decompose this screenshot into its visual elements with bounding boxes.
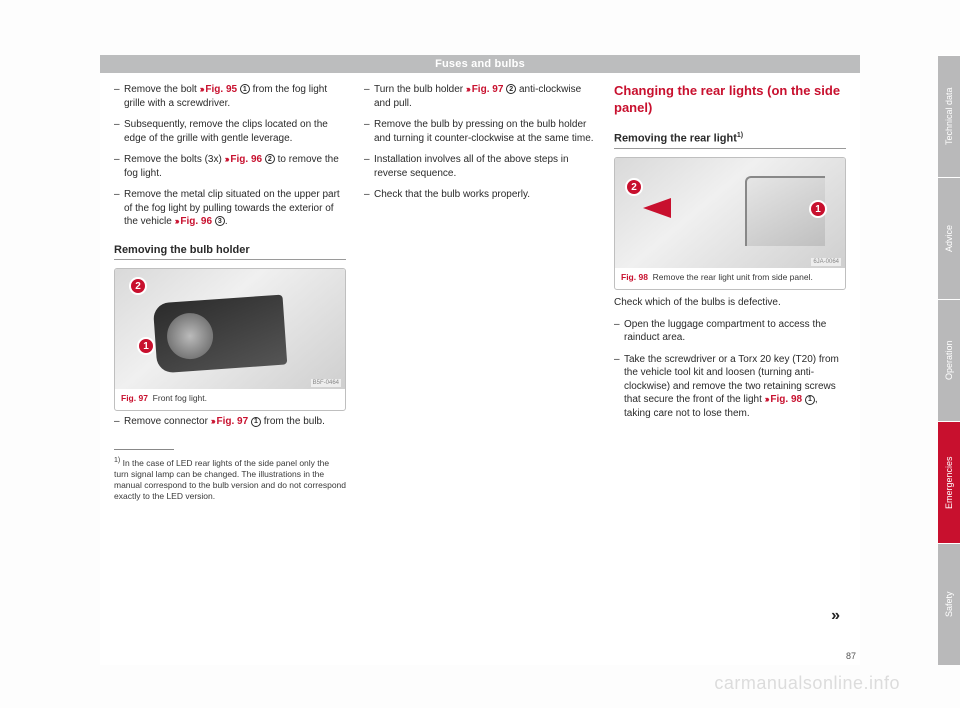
arrow-icon — [643, 198, 671, 218]
foglight-shape — [153, 295, 288, 374]
watermark: carmanualsonline.info — [714, 673, 900, 694]
item-text: Check that the bulb works properly. — [374, 188, 596, 202]
item-text: Remove the bolt ››› Fig. 95 1 from the f… — [124, 83, 346, 110]
figure-98: 2 1 6JA-0064 Fig. 98 Remove the rear lig… — [614, 157, 846, 290]
list-item: – Take the screwdriver or a Torx 20 key … — [614, 353, 846, 421]
column-1: – Remove the bolt ››› Fig. 95 1 from the… — [114, 83, 346, 502]
list-item: – Remove the metal clip situated on the … — [114, 188, 346, 229]
section-header: Fuses and bulbs — [100, 55, 860, 73]
bullet-dash: – — [114, 153, 124, 180]
subheading: Removing the rear light1) — [614, 131, 846, 150]
column-2: – Turn the bulb holder ››› Fig. 97 2 ant… — [364, 83, 596, 502]
figure-97-image: 2 1 B5F-0464 — [115, 269, 345, 389]
page: Fuses and bulbs – Remove the bolt ››› Fi… — [100, 55, 860, 665]
list-item: – Installation involves all of the above… — [364, 153, 596, 180]
figure-98-image: 2 1 6JA-0064 — [615, 158, 845, 268]
bullet-dash: – — [364, 118, 374, 145]
bullet-dash: – — [114, 415, 124, 429]
list-item: – Turn the bulb holder ››› Fig. 97 2 ant… — [364, 83, 596, 110]
image-code: 6JA-0064 — [811, 258, 841, 266]
bullet-dash: – — [364, 153, 374, 180]
bullet-dash: – — [114, 188, 124, 229]
footnote-separator — [114, 449, 174, 450]
footnote: 1) In the case of LED rear lights of the… — [114, 456, 346, 502]
item-text: Remove connector ››› Fig. 97 1 from the … — [124, 415, 346, 429]
item-text: Turn the bulb holder ››› Fig. 97 2 anti-… — [374, 83, 596, 110]
section-title: Changing the rear lights (on the side pa… — [614, 83, 846, 117]
continue-marker: » — [831, 607, 840, 625]
list-item: – Remove connector ››› Fig. 97 1 from th… — [114, 415, 346, 429]
tab-operation[interactable]: Operation — [938, 299, 960, 421]
marker-2: 2 — [625, 178, 643, 196]
item-text: Subsequently, remove the clips located o… — [124, 118, 346, 145]
tab-safety[interactable]: Safety — [938, 543, 960, 665]
bullet-dash: – — [364, 83, 374, 110]
image-code: B5F-0464 — [311, 379, 341, 387]
plain-text: Check which of the bulbs is defective. — [614, 296, 846, 310]
bullet-dash: – — [364, 188, 374, 202]
tab-emergencies[interactable]: Emergencies — [938, 421, 960, 543]
marker-1: 1 — [137, 337, 155, 355]
item-text: Remove the bolts (3x) ››› Fig. 96 2 to r… — [124, 153, 346, 180]
page-number: 87 — [846, 651, 856, 661]
figure-98-caption: Fig. 98 Remove the rear light unit from … — [615, 268, 845, 289]
content-columns: – Remove the bolt ››› Fig. 95 1 from the… — [100, 73, 860, 502]
bullet-dash: – — [114, 83, 124, 110]
item-text: Installation involves all of the above s… — [374, 153, 596, 180]
list-item: – Remove the bolts (3x) ››› Fig. 96 2 to… — [114, 153, 346, 180]
subheading: Removing the bulb holder — [114, 243, 346, 261]
figure-97-caption: Fig. 97 Front fog light. — [115, 389, 345, 410]
bullet-dash: – — [114, 118, 124, 145]
tab-technical-data[interactable]: Technical data — [938, 55, 960, 177]
list-item: – Remove the bulb by pressing on the bul… — [364, 118, 596, 145]
item-text: Take the screwdriver or a Torx 20 key (T… — [624, 353, 846, 421]
item-text: Remove the bulb by pressing on the bulb … — [374, 118, 596, 145]
bullet-dash: – — [614, 353, 624, 421]
list-item: – Open the luggage compartment to access… — [614, 318, 846, 345]
marker-2: 2 — [129, 277, 147, 295]
bullet-dash: – — [614, 318, 624, 345]
figure-97: 2 1 B5F-0464 Fig. 97 Front fog light. — [114, 268, 346, 411]
column-3: Changing the rear lights (on the side pa… — [614, 83, 846, 502]
item-text: Open the luggage compartment to access t… — [624, 318, 846, 345]
tab-advice[interactable]: Advice — [938, 177, 960, 299]
list-item: – Check that the bulb works properly. — [364, 188, 596, 202]
list-item: – Subsequently, remove the clips located… — [114, 118, 346, 145]
item-text: Remove the metal clip situated on the up… — [124, 188, 346, 229]
list-item: – Remove the bolt ››› Fig. 95 1 from the… — [114, 83, 346, 110]
side-tabs: Technical data Advice Operation Emergenc… — [938, 55, 960, 665]
